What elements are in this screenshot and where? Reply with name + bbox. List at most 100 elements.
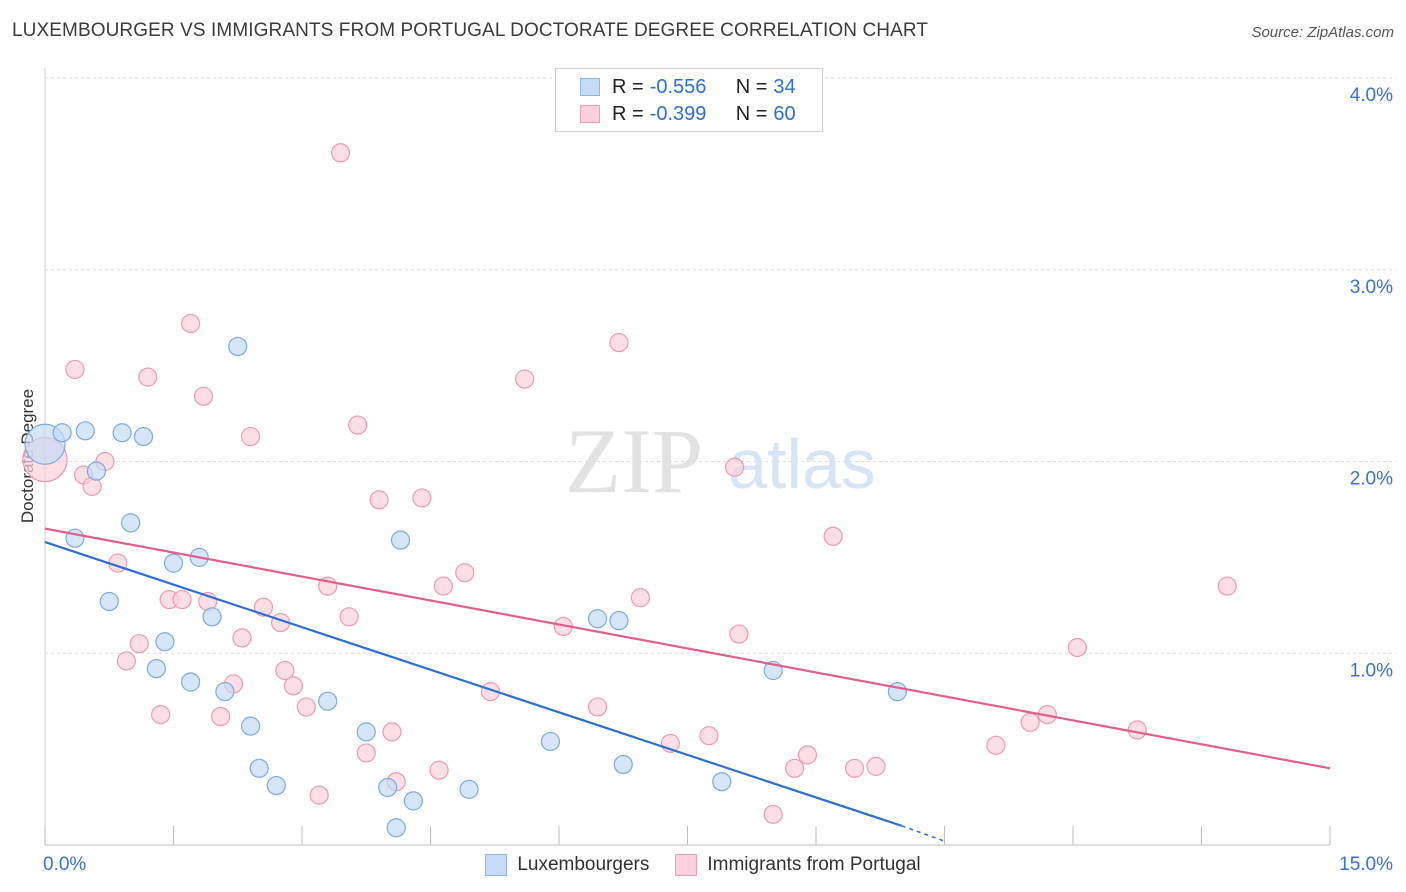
watermark: ZIP atlas — [565, 410, 876, 512]
data-point-immigrants-from-portugal — [369, 490, 389, 510]
data-point-immigrants-from-portugal — [253, 597, 274, 617]
data-point-immigrants-from-portugal — [699, 726, 719, 746]
data-point-luxembourgers — [712, 772, 732, 792]
legend-row-luxembourgers: R = -0.556 N = 34 — [580, 75, 796, 99]
data-point-luxembourgers — [86, 461, 107, 481]
y-tick-label: 3.0% — [1350, 277, 1393, 298]
data-point-immigrants-from-portugal — [455, 563, 475, 583]
data-point-immigrants-from-portugal — [866, 756, 886, 776]
data-point-luxembourgers — [887, 681, 907, 702]
data-point-immigrants-from-portugal — [433, 576, 453, 596]
watermark-zip: ZIP — [565, 410, 703, 512]
data-point-immigrants-from-portugal — [797, 745, 818, 765]
data-point-luxembourgers — [228, 336, 248, 357]
data-point-immigrants-from-portugal — [65, 359, 85, 380]
data-point-luxembourgers — [318, 691, 338, 711]
data-point-luxembourgers — [99, 591, 119, 612]
legend-item-luxembourgers[interactable]: Luxembourgers — [485, 854, 649, 876]
data-point-luxembourgers — [459, 779, 479, 799]
legend-swatch-pink — [675, 854, 698, 876]
data-point-luxembourgers — [390, 530, 411, 550]
data-point-luxembourgers — [121, 513, 141, 533]
data-point-luxembourgers — [378, 777, 398, 798]
data-point-immigrants-from-portugal — [181, 313, 201, 334]
data-point-immigrants-from-portugal — [823, 526, 843, 546]
legend-swatch-blue — [485, 854, 508, 876]
trend-lines — [44, 527, 1331, 842]
data-point-luxembourgers — [133, 426, 154, 447]
data-point-immigrants-from-portugal — [382, 722, 402, 742]
data-point-immigrants-from-portugal — [309, 785, 329, 805]
data-point-luxembourgers — [613, 754, 633, 775]
data-point-immigrants-from-portugal — [283, 676, 304, 696]
legend-n-value: 60 — [773, 102, 796, 125]
data-point-immigrants-from-portugal — [116, 651, 136, 671]
trend-line-immigrants-from-portugal — [44, 527, 1331, 770]
stats-legend: R = -0.556 N = 34 R = -0.399 N = 60 — [555, 68, 823, 132]
data-point-luxembourgers — [403, 791, 423, 811]
data-point-luxembourgers — [146, 658, 166, 679]
data-point-immigrants-from-portugal — [232, 628, 252, 648]
data-point-luxembourgers — [75, 421, 95, 441]
legend-r-label: R = — [612, 102, 644, 125]
legend-swatch-pink — [580, 105, 600, 123]
data-point-immigrants-from-portugal — [1067, 637, 1087, 658]
data-point-immigrants-from-portugal — [348, 415, 368, 435]
data-point-immigrants-from-portugal — [412, 488, 432, 508]
data-point-luxembourgers — [241, 716, 261, 736]
data-point-luxembourgers — [386, 818, 406, 838]
legend-n-value: 34 — [773, 75, 796, 98]
data-point-immigrants-from-portugal — [844, 758, 865, 778]
data-point-luxembourgers — [587, 609, 608, 629]
data-point-luxembourgers — [249, 758, 269, 778]
legend-r-value: -0.556 — [649, 75, 707, 98]
data-point-luxembourgers — [163, 553, 184, 573]
series-luxembourgers-points — [24, 336, 907, 838]
data-point-immigrants-from-portugal — [275, 660, 295, 681]
trend-line-luxembourgers — [44, 540, 903, 827]
data-point-immigrants-from-portugal — [138, 367, 158, 387]
data-point-immigrants-from-portugal — [172, 589, 192, 610]
data-point-luxembourgers — [52, 423, 72, 443]
data-point-immigrants-from-portugal — [241, 426, 261, 447]
data-point-immigrants-from-portugal — [1127, 720, 1147, 740]
data-point-immigrants-from-portugal — [587, 697, 608, 717]
data-point-luxembourgers — [609, 611, 629, 631]
data-point-immigrants-from-portugal — [609, 333, 629, 353]
legend-label-luxembourgers: Luxembourgers — [517, 854, 650, 875]
data-point-immigrants-from-portugal — [1020, 712, 1040, 732]
data-point-immigrants-from-portugal — [986, 735, 1006, 755]
data-point-immigrants-from-portugal — [515, 369, 535, 389]
data-point-immigrants-from-portugal — [725, 457, 745, 477]
legend-n-label: N = — [735, 102, 768, 125]
y-tick-label: 4.0% — [1350, 85, 1393, 106]
data-point-luxembourgers — [181, 672, 201, 692]
data-point-luxembourgers — [215, 681, 235, 702]
y-tick-label: 1.0% — [1350, 660, 1393, 681]
source-credit: Source: ZipAtlas.com — [1251, 24, 1394, 41]
data-point-immigrants-from-portugal — [784, 758, 805, 778]
legend-r-label: R = — [612, 75, 644, 98]
legend-label-immigrants-from-portugal: Immigrants from Portugal — [707, 854, 921, 875]
series-legend: Luxembourgers Immigrants from Portugal — [0, 852, 1406, 878]
legend-item-immigrants-from-portugal[interactable]: Immigrants from Portugal — [675, 854, 921, 876]
data-point-luxembourgers — [112, 423, 132, 443]
series-immigrants-from-portugal-points — [22, 143, 1237, 824]
legend-r-value: -0.399 — [649, 102, 707, 125]
data-point-immigrants-from-portugal — [211, 706, 231, 727]
data-point-immigrants-from-portugal — [129, 634, 149, 654]
data-point-immigrants-from-portugal — [193, 386, 214, 406]
data-point-luxembourgers — [356, 722, 376, 742]
data-point-luxembourgers — [540, 731, 561, 752]
x-tick-label: 15.0% — [1339, 854, 1393, 875]
data-point-luxembourgers — [202, 607, 222, 627]
data-point-luxembourgers — [65, 528, 85, 548]
data-point-immigrants-from-portugal — [429, 760, 449, 780]
trend-line-luxembourgers-extension — [901, 825, 945, 842]
data-point-immigrants-from-portugal — [151, 705, 171, 725]
legend-row-portugal: R = -0.399 N = 60 — [580, 102, 796, 126]
data-point-immigrants-from-portugal — [330, 143, 351, 163]
y-tick-label: 2.0% — [1350, 469, 1393, 490]
chart-title: LUXEMBOURGER VS IMMIGRANTS FROM PORTUGAL… — [12, 20, 929, 41]
